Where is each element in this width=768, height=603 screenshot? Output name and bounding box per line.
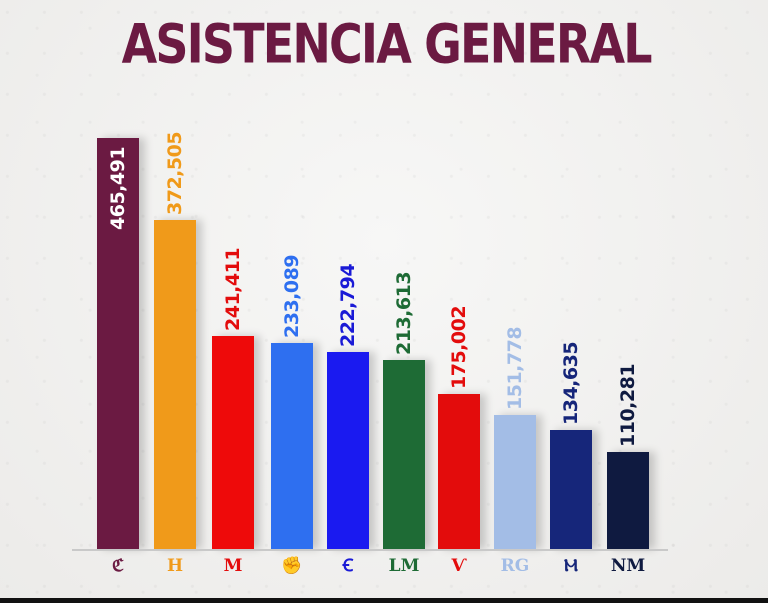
bar-5 xyxy=(327,352,369,549)
bar-10 xyxy=(607,452,649,549)
team-logo-icon: H xyxy=(166,556,184,576)
bar-1 xyxy=(97,138,139,549)
team-logo-icon: ℭ xyxy=(112,556,124,576)
value-text: 233,089 xyxy=(281,254,303,338)
value-text: 213,613 xyxy=(393,271,415,355)
bar-2 xyxy=(154,220,196,549)
value-text: 175,002 xyxy=(448,305,470,389)
team-logo-icon: Ꞓ xyxy=(342,556,354,576)
value-text: 134,635 xyxy=(560,341,582,425)
value-text: 110,281 xyxy=(617,363,639,447)
bar-9 xyxy=(550,430,592,549)
team-logo-icon: Ⲙ xyxy=(564,556,578,576)
value-text: 372,505 xyxy=(164,131,186,215)
team-logo-icon: M xyxy=(223,556,243,576)
x-axis-baseline xyxy=(72,549,668,551)
chart-title: ASISTENCIA GENERAL xyxy=(121,12,653,76)
bottom-strip xyxy=(0,598,768,603)
value-text: 151,778 xyxy=(504,326,526,410)
bar-4 xyxy=(271,343,313,549)
bar-3 xyxy=(212,336,254,549)
team-logo-icon: RG xyxy=(500,556,530,576)
value-text: 465,491 xyxy=(107,146,129,230)
team-logo-icon: Ѵ xyxy=(451,556,467,576)
team-logo-icon: ✊ xyxy=(281,556,303,576)
team-logo-icon: NM xyxy=(610,556,646,576)
bar-8 xyxy=(494,415,536,549)
bar-7 xyxy=(438,394,480,549)
value-text: 241,411 xyxy=(222,247,244,331)
value-text: 222,794 xyxy=(337,263,359,347)
bar-6 xyxy=(383,360,425,549)
team-logo-icon: LM xyxy=(388,556,420,576)
